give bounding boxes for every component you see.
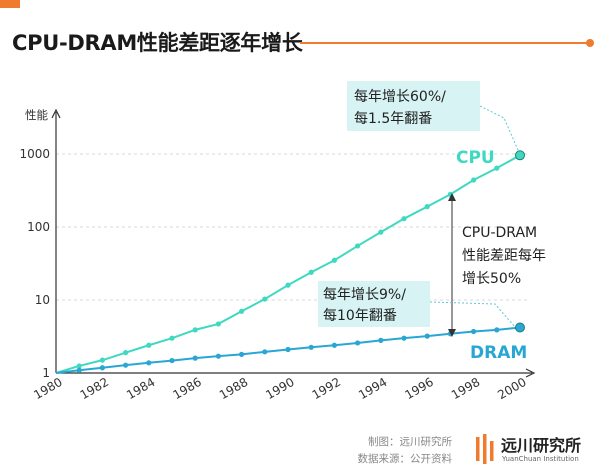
dram-series-label: DRAM [470, 343, 527, 363]
top-accent-bar [0, 0, 20, 8]
dram-point [192, 355, 198, 361]
dram-point [169, 357, 175, 364]
x-tick-label: 1982 [78, 375, 111, 402]
x-tick-labels: 1980 1982 1984 1986 1988 1990 1992 1994 1996 1998… [31, 375, 528, 402]
cpu-point [471, 177, 477, 183]
cpu-line [55, 154, 521, 374]
dram-growth-box [318, 281, 430, 327]
cpu-growth-line-2: 每1.5年翻番 [354, 111, 432, 127]
dram-point [239, 351, 245, 357]
chart-title: CPU-DRAM性能差距逐年增长 [12, 31, 303, 55]
dram-growth-line-1: 每年增长9%/ [323, 287, 406, 303]
y-axis-arrow [51, 108, 61, 119]
cpu-point [285, 282, 291, 288]
cpu-growth-box [347, 81, 480, 131]
cpu-point [99, 357, 105, 363]
cpu-point [123, 350, 129, 356]
dram-point [515, 322, 525, 333]
dram-point [146, 360, 152, 366]
cpu-point [378, 229, 384, 235]
x-tick-label: 1986 [170, 375, 203, 402]
dram-point [285, 346, 291, 353]
x-tick-label: 1998 [449, 375, 482, 402]
cpu-point [515, 150, 525, 161]
x-tick-label: 1992 [310, 375, 343, 402]
dram-point [494, 327, 500, 333]
gap-annotation-line-1: CPU-DRAM [462, 225, 537, 241]
y-tick-labels: 1 10 100 1000 [19, 147, 50, 380]
cpu-point [215, 321, 221, 327]
gap-annotation: CPU-DRAM 性能差距每年 增长50% [462, 225, 550, 287]
dram-point [401, 335, 407, 341]
cpu-point [401, 216, 407, 222]
gap-annotation-line-2: 性能差距每年 [462, 248, 546, 264]
gap-indicator: CPU-DRAM 性能差距每年 增长50% [448, 193, 550, 337]
dram-point [308, 344, 314, 350]
cpu-point [494, 165, 500, 171]
x-tick-label: 1990 [263, 375, 296, 402]
y-tick-label: 1000 [19, 147, 50, 161]
cpu-point [239, 308, 245, 314]
cpu-point [308, 269, 314, 275]
y-axis-label: 性能 [25, 108, 48, 122]
cpu-point [447, 191, 453, 197]
dram-growth-text: 每年增长9%/ 每10年翻番 [323, 287, 410, 324]
gridlines [56, 153, 530, 301]
cpu-growth-line-1: 每年增长60%/ [354, 89, 446, 105]
cpu-point [331, 257, 337, 263]
brand-name: 远川研究所 [501, 436, 582, 455]
dram-point [123, 362, 129, 368]
gap-annotation-line-3: 增长50% [462, 271, 521, 287]
title-rule [300, 42, 590, 44]
cpu-growth-annotation: 每年增长60%/ 每1.5年翻番 [347, 81, 519, 151]
cpu-point [262, 296, 268, 302]
dram-growth-annotation: 每年增长9%/ 每10年翻番 [318, 281, 516, 328]
dram-point [262, 349, 268, 355]
y-tick-label: 100 [27, 220, 50, 234]
x-tick-label: 1996 [402, 375, 435, 402]
cpu-point [424, 204, 430, 210]
cpu-point [192, 327, 198, 333]
brand-logo-icon [476, 434, 494, 464]
cpu-point [146, 342, 152, 348]
y-tick-label: 10 [35, 293, 50, 307]
cpu-leader-line [479, 105, 519, 151]
dram-point [99, 365, 105, 371]
y-tick-label: 1 [42, 366, 50, 380]
data-series [55, 150, 525, 374]
cpu-series-label: CPU [456, 148, 495, 168]
x-axis-arrow [525, 368, 536, 378]
cpu-point [355, 243, 361, 249]
source-credit: 制图：远川研究所 [368, 436, 452, 448]
dram-point [76, 367, 82, 373]
cpu-point [76, 363, 82, 369]
dram-point [215, 353, 221, 359]
dram-point [424, 333, 430, 339]
x-tick-label: 1984 [124, 375, 157, 402]
cpu-growth-text: 每年增长60%/ 每1.5年翻番 [354, 89, 450, 127]
axes: 性能 [25, 108, 536, 378]
dram-point [331, 342, 337, 348]
cpu-point [169, 335, 175, 341]
x-tick-label: 2000 [495, 375, 528, 402]
dram-point [378, 337, 384, 343]
footer-source: 制图：远川研究所 数据来源：公开资料 [358, 434, 453, 468]
x-tick-label: 1988 [217, 375, 250, 402]
dram-point [471, 328, 477, 335]
title-rule-dot [586, 39, 594, 47]
dram-point [355, 340, 361, 346]
data-source: 数据来源：公开资料 [357, 453, 453, 465]
dram-growth-line-2: 每10年翻番 [323, 308, 397, 324]
brand-name-en: YuanChuan Institution [502, 455, 579, 463]
x-tick-label: 1994 [356, 375, 389, 402]
dram-leader-line [429, 301, 516, 328]
